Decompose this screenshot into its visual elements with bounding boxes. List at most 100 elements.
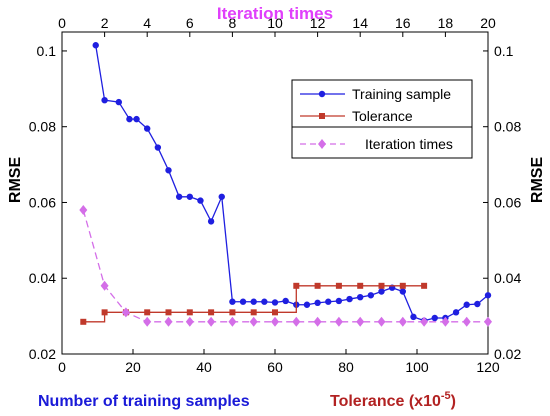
iteration-point bbox=[271, 316, 279, 327]
tolerance-point bbox=[186, 309, 193, 316]
training-point bbox=[229, 298, 236, 305]
tolerance-point bbox=[399, 282, 406, 289]
y-tick-label-left: 0.1 bbox=[37, 43, 57, 59]
left-y-axis-title: RMSE bbox=[7, 157, 24, 204]
iteration-point bbox=[334, 316, 343, 327]
top-tick-label: 4 bbox=[143, 15, 151, 31]
iteration-point bbox=[313, 316, 322, 327]
y-tick-label-right: 0.1 bbox=[494, 43, 514, 59]
training-point bbox=[325, 298, 332, 305]
iteration-point bbox=[79, 205, 88, 216]
x-tick-label: 0 bbox=[58, 359, 66, 375]
iteration-point bbox=[398, 316, 407, 327]
y-tick-label-left: 0.06 bbox=[29, 194, 56, 210]
top-tick-label: 10 bbox=[267, 15, 283, 31]
training-point bbox=[92, 42, 99, 49]
top-tick-label: 2 bbox=[101, 15, 109, 31]
top-tick-label: 18 bbox=[438, 15, 454, 31]
tolerance-point bbox=[144, 309, 151, 316]
training-point bbox=[144, 125, 151, 132]
x-tick-label: 120 bbox=[476, 359, 500, 375]
training-point bbox=[186, 193, 193, 200]
tolerance-point bbox=[229, 309, 236, 316]
iteration-point bbox=[420, 316, 429, 327]
training-point bbox=[335, 297, 343, 305]
top-tick-label: 12 bbox=[310, 15, 326, 31]
x-tick-label: 40 bbox=[196, 359, 212, 375]
training-point bbox=[303, 301, 311, 308]
training-point bbox=[261, 298, 268, 305]
training-point bbox=[101, 96, 108, 104]
training-point bbox=[314, 299, 321, 307]
y-tick-label-left: 0.04 bbox=[29, 270, 56, 286]
iteration-point bbox=[441, 316, 450, 327]
training-point bbox=[431, 314, 438, 322]
tolerance-point bbox=[165, 309, 172, 316]
training-point bbox=[207, 218, 215, 225]
training-point bbox=[367, 292, 375, 299]
legend-swatch-tolerance-marker bbox=[319, 113, 325, 119]
tolerance-label-base: Tolerance (x10 bbox=[330, 393, 441, 410]
tolerance-point bbox=[293, 282, 300, 289]
top-tick-label: 20 bbox=[480, 15, 496, 31]
series-layer bbox=[79, 42, 492, 327]
iteration-point bbox=[164, 316, 173, 327]
tolerance-point bbox=[80, 318, 87, 325]
iteration-point bbox=[228, 316, 237, 327]
x-tick-label: 20 bbox=[125, 359, 141, 375]
training-point bbox=[271, 299, 279, 306]
training-point bbox=[452, 309, 460, 316]
iteration-point bbox=[292, 316, 301, 327]
y-tick-label-right: 0.06 bbox=[494, 194, 521, 210]
training-point bbox=[133, 115, 140, 123]
series-line-iteration bbox=[82, 209, 488, 323]
tick-labels: 0 20 40 60 80 100 120 0 2 4 6 8 10 12 14 16 18 20 0.02 0.02… bbox=[29, 15, 522, 375]
training-point bbox=[239, 298, 247, 305]
training-point bbox=[218, 193, 225, 200]
training-point bbox=[378, 288, 385, 295]
iteration-point bbox=[377, 316, 386, 327]
training-point bbox=[357, 293, 364, 301]
top-axis-title: Iteration times bbox=[217, 4, 333, 23]
training-point bbox=[346, 295, 353, 303]
training-point bbox=[282, 297, 289, 305]
legend-label-tolerance: Tolerance bbox=[352, 108, 413, 124]
tolerance-point bbox=[378, 282, 385, 289]
training-point bbox=[463, 301, 470, 308]
tolerance-point bbox=[250, 309, 257, 316]
y-tick-label-right: 0.02 bbox=[494, 346, 521, 362]
training-point bbox=[115, 98, 123, 106]
top-tick-label: 8 bbox=[229, 15, 237, 31]
y-tick-label-right: 0.08 bbox=[494, 119, 521, 135]
x-tick-label: 100 bbox=[405, 359, 429, 375]
top-tick-label: 0 bbox=[58, 15, 66, 31]
y-tick-label-left: 0.08 bbox=[29, 119, 56, 135]
training-point bbox=[474, 300, 481, 308]
iteration-point bbox=[121, 307, 130, 318]
y-tick-label-right: 0.04 bbox=[494, 270, 521, 286]
iteration-point bbox=[100, 280, 109, 291]
training-point bbox=[484, 292, 492, 299]
training-point bbox=[165, 167, 172, 174]
iteration-point bbox=[484, 316, 492, 327]
x-tick-label: 80 bbox=[338, 359, 354, 375]
iteration-point bbox=[207, 316, 216, 327]
x-tick-label: 60 bbox=[267, 359, 283, 375]
tolerance-point bbox=[421, 282, 428, 289]
tolerance-point bbox=[208, 309, 215, 316]
bottom-axis-title-samples: Number of training samples bbox=[38, 393, 250, 410]
training-point bbox=[175, 193, 183, 200]
tolerance-point bbox=[314, 282, 321, 289]
training-point bbox=[399, 288, 406, 295]
tolerance-point bbox=[101, 309, 108, 316]
axes-frame bbox=[61, 31, 489, 355]
legend-label-training: Training sample bbox=[352, 86, 451, 102]
legend-label-iteration: Iteration times bbox=[365, 136, 453, 152]
top-tick-label: 6 bbox=[186, 15, 194, 31]
iteration-point bbox=[143, 316, 152, 327]
tolerance-point bbox=[357, 282, 364, 289]
tolerance-label-close: ) bbox=[451, 393, 456, 410]
iteration-point bbox=[185, 316, 194, 327]
tolerance-label-exponent: -5 bbox=[441, 390, 451, 402]
legend-swatch-training-marker bbox=[318, 90, 326, 98]
